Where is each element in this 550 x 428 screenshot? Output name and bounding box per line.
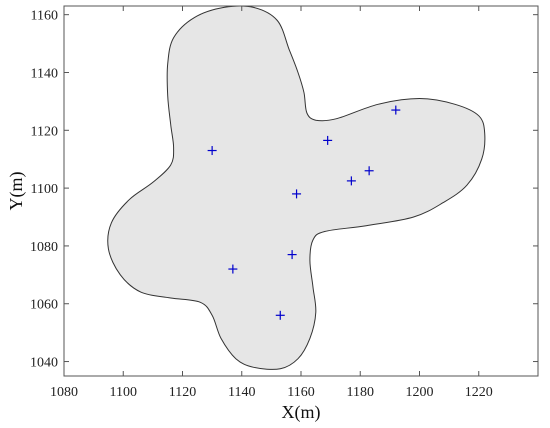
- x-tick-label: 1200: [406, 385, 434, 400]
- data-point-marker: [287, 250, 297, 260]
- marker-group: [207, 105, 401, 320]
- x-tick-label: 1160: [287, 385, 314, 400]
- y-tick-label: 1060: [30, 298, 58, 313]
- y-tick-label: 1140: [31, 66, 58, 81]
- x-axis: 1080 1100 1120 1140 1160 1180 1200 1220: [50, 6, 493, 400]
- data-point-marker: [292, 189, 302, 199]
- y-tick-label: 1080: [30, 240, 58, 255]
- x-tick-label: 1100: [110, 385, 137, 400]
- region-area: [107, 5, 486, 370]
- y-tick-label: 1120: [31, 124, 58, 139]
- y-axis: 1040 1060 1080 1100 1120 1140 1160: [30, 9, 538, 371]
- y-axis-title: Y(m): [6, 172, 27, 211]
- data-point-marker: [228, 264, 238, 274]
- y-tick-label: 1040: [30, 356, 58, 371]
- data-point-marker: [275, 310, 285, 320]
- x-tick-label: 1080: [50, 385, 78, 400]
- data-point-marker: [346, 176, 356, 186]
- data-point-marker: [364, 166, 374, 176]
- x-tick-label: 1120: [169, 385, 196, 400]
- x-axis-title: X(m): [282, 402, 321, 423]
- data-point-marker: [207, 146, 217, 156]
- data-point-marker: [323, 135, 333, 145]
- x-tick-label: 1220: [465, 385, 493, 400]
- y-tick-label: 1100: [31, 182, 58, 197]
- x-tick-label: 1180: [347, 385, 374, 400]
- y-tick-label: 1160: [31, 9, 58, 24]
- x-tick-label: 1140: [228, 385, 255, 400]
- data-point-marker: [391, 105, 401, 115]
